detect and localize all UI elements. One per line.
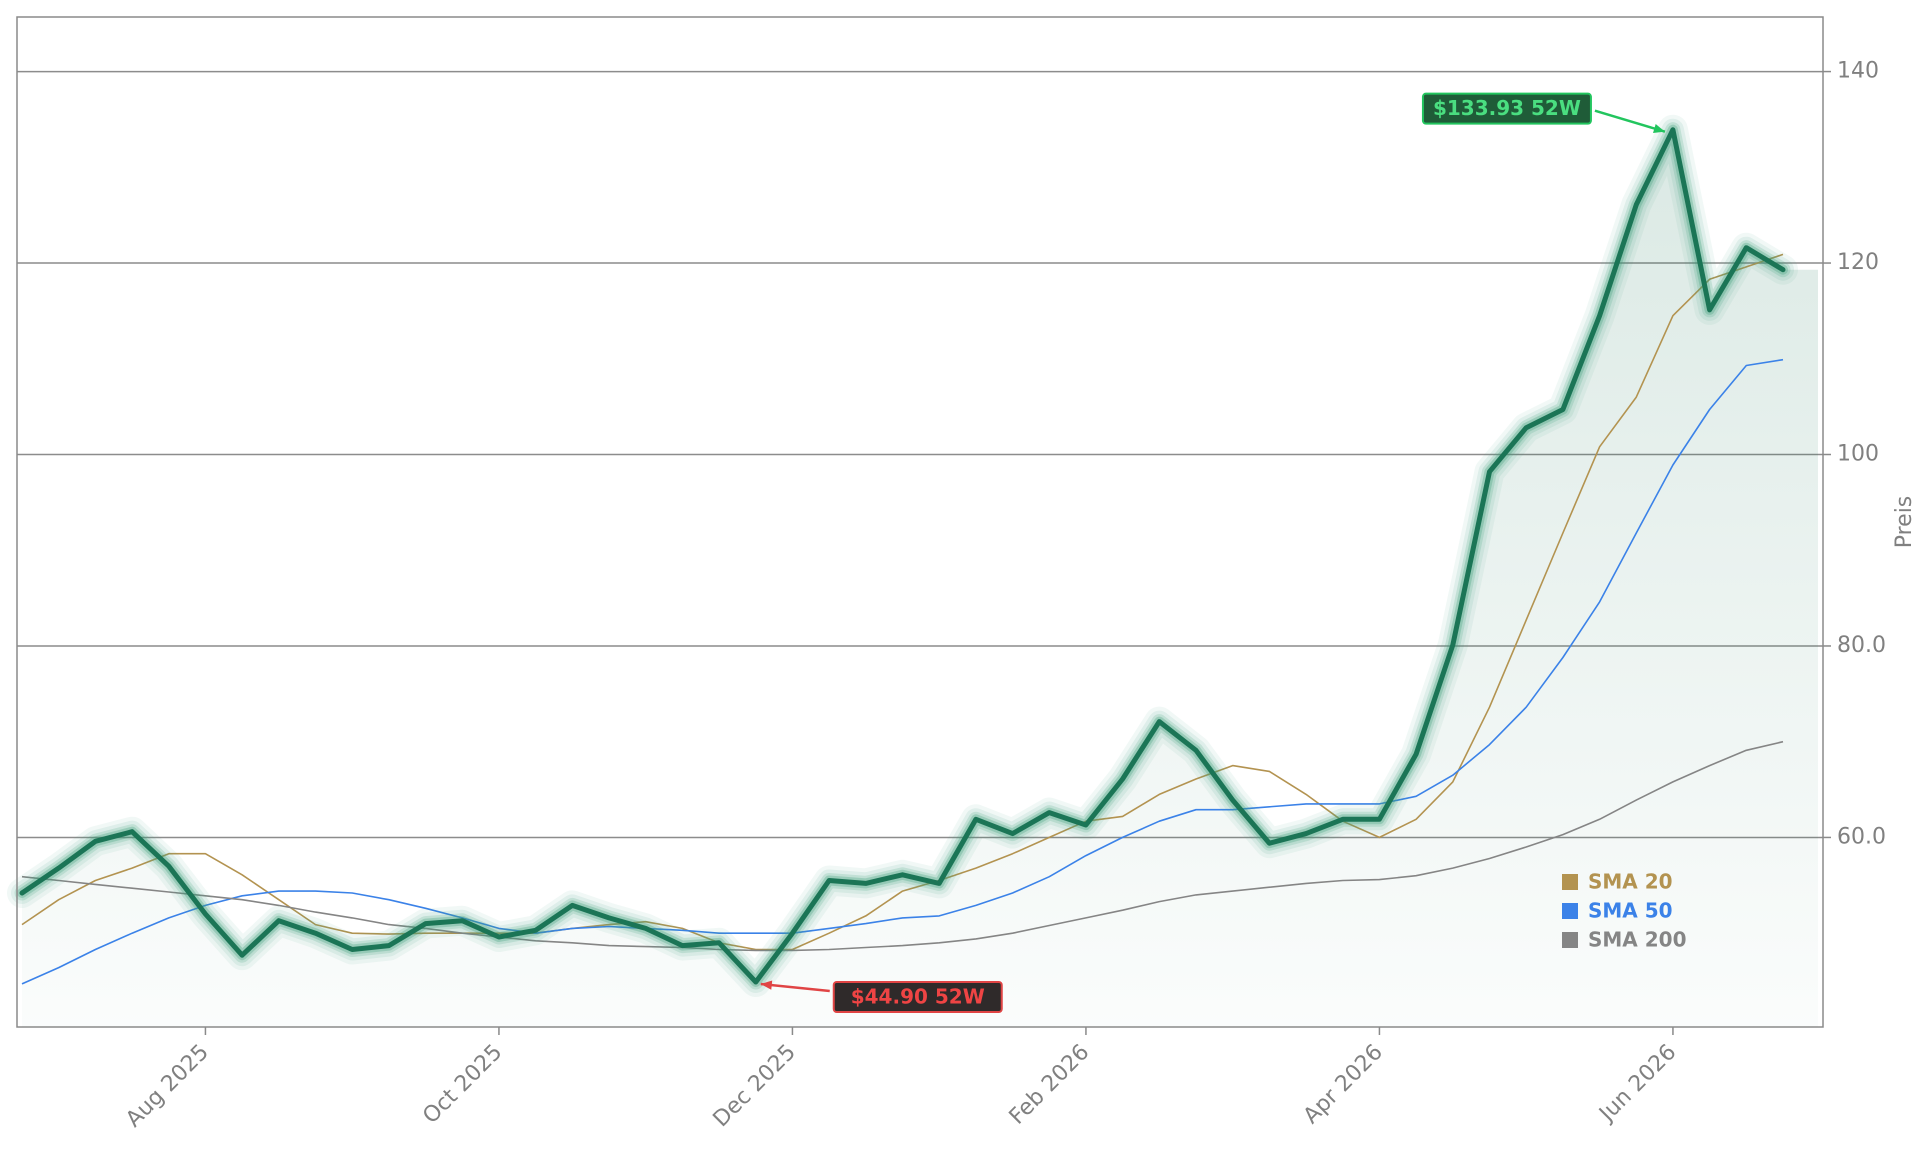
legend-label: SMA 50 (1588, 899, 1673, 923)
y-tick-label: 120 (1837, 250, 1879, 275)
annotation-label: $133.93 52W (1433, 96, 1581, 120)
legend-swatch (1562, 903, 1578, 919)
sma-line (21, 740, 1784, 952)
plot-area: $133.93 52W $44.90 52W (7, 92, 1818, 1027)
x-tick-label: Apr 2026 (1299, 1040, 1388, 1129)
x-tick-label: Dec 2025 (709, 1040, 801, 1132)
x-tick-label: Feb 2026 (1005, 1040, 1095, 1130)
x-tick-label: Jun 2026 (1593, 1040, 1681, 1128)
sma-line (21, 253, 1784, 951)
plot-frame (16, 16, 1824, 1028)
annotation-box (1421, 92, 1592, 125)
y-tick-label: 140 (1837, 59, 1879, 84)
annotation-box (832, 981, 1003, 1014)
annotation-label: $44.90 52W (851, 985, 985, 1009)
x-tick-label: Oct 2025 (418, 1040, 507, 1129)
x-tick-label: Aug 2025 (121, 1040, 214, 1133)
annotation-arrow (760, 982, 830, 993)
y-tick-label: 80.0 (1837, 633, 1886, 658)
annotation-arrowhead (760, 980, 773, 990)
legend-swatch (1562, 932, 1578, 948)
legend-label: SMA 200 (1588, 928, 1687, 952)
y-axis-label: Preis (1892, 496, 1917, 549)
price-line (19, 127, 1786, 985)
y-tick-label: 60.0 (1837, 824, 1886, 849)
legend-label: SMA 20 (1588, 870, 1673, 894)
legend-swatch (1562, 874, 1578, 890)
annotation-arrow (1594, 109, 1666, 133)
price-area (22, 129, 1818, 1027)
sma-line (21, 358, 1784, 985)
annotation-arrowhead (1653, 124, 1665, 133)
y-tick-label: 100 (1837, 442, 1879, 467)
